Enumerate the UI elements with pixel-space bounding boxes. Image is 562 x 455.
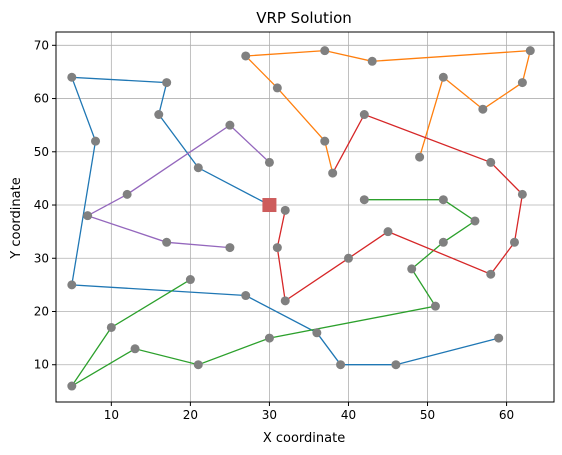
- x-axis-label: X coordinate: [263, 431, 345, 446]
- customer-point: [83, 211, 93, 221]
- customer-point: [359, 195, 369, 205]
- y-tick-label: 10: [34, 358, 49, 372]
- customer-point: [162, 237, 172, 247]
- y-tick-label: 70: [34, 38, 49, 52]
- customer-point: [193, 360, 203, 370]
- y-tick-label: 40: [34, 198, 49, 212]
- route-line-1: [70, 76, 499, 366]
- series-layer: [67, 46, 535, 391]
- plot-frame: [55, 31, 555, 403]
- customer-point: [320, 46, 330, 56]
- customer-point: [407, 264, 417, 274]
- customer-point: [193, 163, 203, 173]
- customer-point: [509, 237, 519, 247]
- customer-point: [312, 328, 322, 338]
- y-tick-label: 30: [34, 251, 49, 265]
- grid: [56, 32, 554, 402]
- customer-point: [525, 46, 535, 56]
- customer-point: [122, 189, 132, 199]
- customer-point: [162, 78, 172, 88]
- customer-point: [225, 120, 235, 130]
- customer-point: [272, 83, 282, 93]
- customer-point: [359, 110, 369, 120]
- customer-point: [494, 333, 504, 343]
- customer-point: [154, 110, 164, 120]
- customer-point: [486, 269, 496, 279]
- route-line-5: [85, 124, 270, 249]
- customer-point: [225, 243, 235, 253]
- y-axis-label: Y coordinate: [9, 177, 24, 259]
- customer-point: [67, 280, 77, 290]
- customer-point: [430, 301, 440, 311]
- customer-point: [264, 157, 274, 167]
- customer-point: [320, 136, 330, 146]
- depot-marker: [262, 198, 277, 213]
- customer-point: [67, 381, 77, 391]
- route-line-2: [244, 49, 532, 174]
- ticks: 10 20 30 40 50 60 10 20 30 40 50 60 70: [34, 38, 514, 422]
- customer-point: [438, 237, 448, 247]
- customer-point: [343, 253, 353, 263]
- y-tick-label: 20: [34, 304, 49, 318]
- route-line-4: [276, 113, 524, 302]
- customer-point: [91, 136, 101, 146]
- customer-point: [486, 157, 496, 167]
- x-tick-label: 30: [262, 408, 277, 422]
- x-tick-label: 40: [341, 408, 356, 422]
- customer-point: [241, 291, 251, 301]
- customer-point: [67, 72, 77, 82]
- customer-point: [367, 56, 377, 66]
- x-tick-label: 60: [499, 408, 514, 422]
- y-tick-label: 50: [34, 145, 49, 159]
- x-tick-label: 20: [183, 408, 198, 422]
- customer-point: [272, 243, 282, 253]
- customer-point: [328, 168, 338, 178]
- x-tick-label: 50: [420, 408, 435, 422]
- customer-point: [185, 275, 195, 285]
- customer-point: [438, 195, 448, 205]
- customer-point: [130, 344, 140, 354]
- x-tick-label: 10: [104, 408, 119, 422]
- customer-point: [241, 51, 251, 61]
- customer-point: [264, 333, 274, 343]
- customer-point: [106, 322, 116, 332]
- customer-point: [517, 189, 527, 199]
- customer-point: [280, 296, 290, 306]
- customer-point: [517, 78, 527, 88]
- customer-point: [383, 227, 393, 237]
- chart-title: VRP Solution: [256, 9, 352, 27]
- customer-point: [470, 216, 480, 226]
- customer-point: [415, 152, 425, 162]
- customer-point: [478, 104, 488, 114]
- route-line-3: [71, 199, 477, 387]
- customer-point: [280, 205, 290, 215]
- customer-point: [438, 72, 448, 82]
- customer-point: [336, 360, 346, 370]
- customer-point: [391, 360, 401, 370]
- y-tick-label: 60: [34, 92, 49, 106]
